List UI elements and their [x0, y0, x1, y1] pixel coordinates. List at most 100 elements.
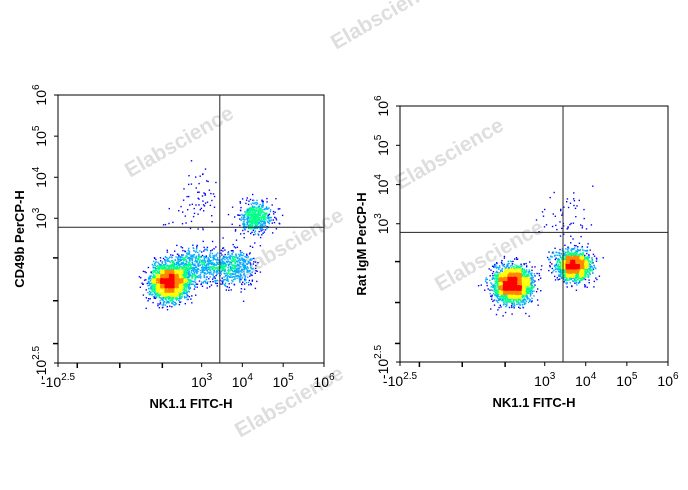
- event-point: [557, 279, 559, 281]
- event-point: [220, 261, 222, 263]
- event-point: [240, 253, 242, 256]
- event-point: [213, 271, 215, 273]
- event-point: [179, 298, 181, 300]
- event-point: [185, 275, 187, 277]
- event-point: [221, 269, 223, 272]
- event-point: [250, 259, 252, 262]
- event-point: [239, 277, 241, 279]
- event-point: [195, 255, 197, 258]
- event-point: [243, 219, 245, 221]
- event-point: [177, 266, 179, 269]
- event-point: [555, 267, 557, 269]
- event-point: [215, 267, 217, 269]
- event-point: [275, 228, 278, 230]
- event-point: [589, 265, 592, 268]
- event-point: [204, 280, 206, 283]
- event-point: [153, 281, 156, 283]
- event-point: [242, 281, 244, 283]
- event-point: [170, 278, 172, 280]
- event-point: [176, 270, 178, 272]
- event-point: [232, 273, 234, 275]
- event-point: [191, 203, 193, 205]
- event-point: [212, 267, 214, 270]
- event-point: [549, 266, 551, 268]
- event-point: [238, 278, 241, 280]
- event-point: [495, 266, 497, 269]
- event-point: [174, 295, 176, 297]
- event-point: [208, 258, 210, 260]
- event-point: [531, 290, 534, 292]
- event-point: [245, 202, 247, 205]
- event-point: [232, 243, 234, 246]
- event-point: [184, 274, 186, 276]
- event-point: [213, 206, 216, 208]
- event-point: [533, 281, 535, 283]
- event-point: [234, 256, 236, 259]
- event-point: [198, 204, 200, 206]
- event-point: [496, 295, 498, 297]
- event-point: [169, 274, 172, 277]
- event-point: [496, 271, 498, 273]
- event-point: [220, 270, 223, 273]
- event-point: [179, 260, 181, 263]
- event-point: [496, 266, 499, 269]
- event-point: [175, 290, 177, 292]
- event-point: [254, 213, 257, 215]
- event-point: [191, 261, 193, 263]
- event-point: [191, 258, 194, 260]
- event-point: [268, 218, 270, 220]
- event-point: [206, 260, 208, 263]
- event-point: [242, 229, 244, 232]
- event-point: [495, 295, 498, 297]
- event-point: [200, 275, 202, 278]
- event-point: [251, 208, 253, 210]
- event-point: [252, 193, 254, 196]
- event-point: [519, 304, 521, 306]
- event-point: [196, 269, 199, 271]
- event-point: [250, 213, 252, 216]
- event-point: [165, 268, 168, 270]
- event-point: [175, 282, 177, 284]
- event-point: [490, 286, 492, 288]
- event-point: [168, 293, 170, 295]
- event-point: [188, 195, 190, 198]
- event-point: [561, 227, 563, 230]
- event-point: [206, 248, 208, 250]
- event-point: [263, 219, 265, 221]
- event-point: [172, 288, 175, 290]
- x-tick-label: -102.5: [41, 372, 76, 390]
- event-point: [242, 265, 244, 267]
- event-point: [172, 284, 174, 287]
- event-point: [554, 258, 556, 261]
- event-point: [210, 250, 212, 252]
- event-point: [576, 284, 578, 286]
- event-point: [204, 262, 206, 264]
- event-point: [151, 281, 153, 283]
- event-point: [517, 303, 520, 305]
- event-point: [222, 279, 224, 281]
- event-point: [246, 271, 248, 273]
- event-point: [523, 303, 526, 305]
- event-point: [218, 266, 220, 269]
- event-point: [187, 283, 189, 285]
- event-point: [250, 212, 252, 214]
- event-point: [192, 247, 194, 249]
- event-point: [235, 253, 237, 255]
- event-point: [167, 297, 170, 299]
- event-point: [200, 272, 202, 274]
- event-point: [175, 288, 177, 290]
- event-point: [227, 278, 229, 280]
- event-point: [573, 244, 576, 247]
- event-point: [494, 264, 497, 266]
- event-point: [262, 216, 265, 219]
- event-point: [526, 294, 528, 297]
- event-point: [563, 252, 565, 254]
- event-point: [185, 290, 187, 292]
- event-point: [225, 289, 227, 291]
- event-point: [156, 292, 159, 295]
- event-point: [239, 275, 241, 278]
- event-point: [196, 247, 198, 249]
- event-point: [555, 251, 557, 253]
- event-point: [186, 292, 188, 294]
